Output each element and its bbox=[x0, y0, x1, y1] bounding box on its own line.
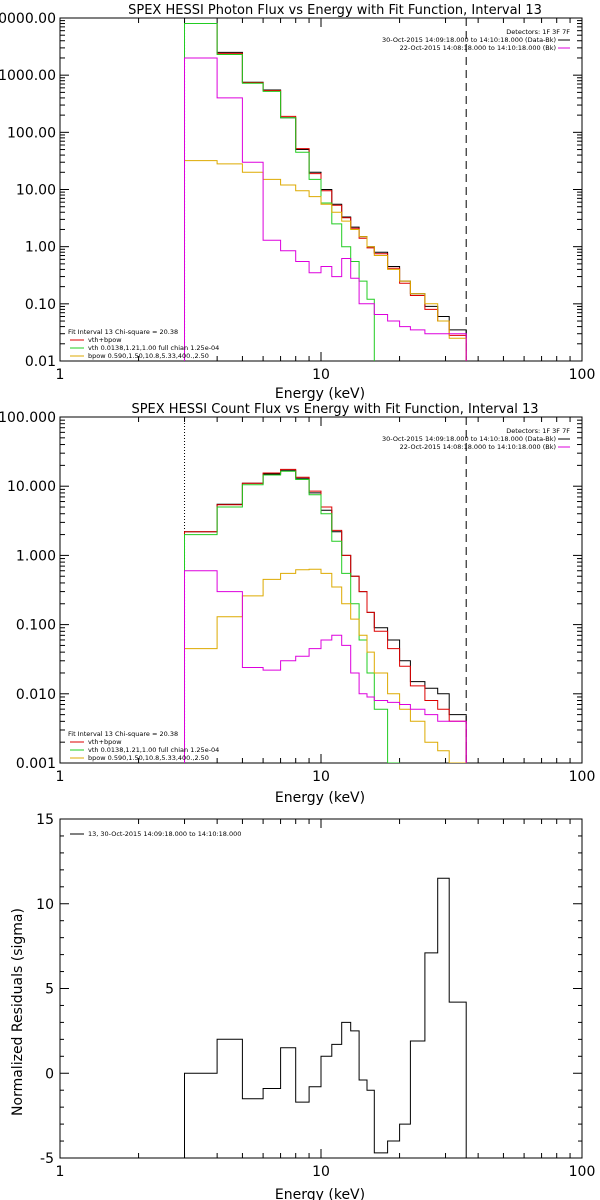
x-tick-label: 10 bbox=[312, 769, 330, 785]
residuals-panel: Energy (keV) Normalized Residuals (sigma… bbox=[10, 812, 595, 1200]
photon-x-axis-label: Energy (keV) bbox=[275, 386, 365, 402]
count-legend-vth: vth 0.0138,1.21,1.00 full chian 1.25e-04 bbox=[88, 746, 219, 754]
y-tick-label: 100.00 bbox=[7, 125, 56, 141]
count-x-axis-label: Energy (keV) bbox=[275, 790, 365, 806]
count-legend-fit-interval: Fit Interval 13 Chi-square = 20.38 bbox=[68, 730, 178, 738]
y-tick-label: 0.100 bbox=[16, 618, 56, 634]
x-tick-label: 10 bbox=[312, 367, 330, 383]
series-bk bbox=[184, 570, 467, 763]
photon-legend-top-right: Detectors: 1F 3F 7F 30-Oct-2015 14:09:18… bbox=[382, 28, 570, 52]
series-data-bk bbox=[184, 469, 467, 763]
photon-legend-bk-interval: 22-Oct-2015 14:08:18.000 to 14:10:18.000… bbox=[400, 44, 556, 52]
photon-plot-marks: 1 10 100 0.01 0.10 1.00 10.00 100.00 1000.00 1000… bbox=[0, 11, 596, 383]
y-tick-label: 10000.00 bbox=[0, 11, 56, 27]
count-legend-bk-interval: 22-Oct-2015 14:08:18.000 to 14:10:18.000… bbox=[400, 443, 556, 451]
count-legend-bottom-left: Fit Interval 13 Chi-square = 20.38 vth+b… bbox=[68, 730, 219, 762]
photon-legend-data-interval: 30-Oct-2015 14:09:18.000 to 14:10:18.000… bbox=[382, 36, 556, 44]
count-flux-panel: SPEX HESSI Count Flux vs Energy with Fit… bbox=[0, 402, 595, 806]
residuals-y-axis-label: Normalized Residuals (sigma) bbox=[10, 908, 26, 1116]
x-tick-label: 1 bbox=[56, 1164, 65, 1180]
count-legend-detectors: Detectors: 1F 3F 7F bbox=[506, 427, 570, 435]
photon-legend-vth-bpow: vth+bpow bbox=[88, 336, 122, 344]
y-tick-label: 10 bbox=[36, 897, 54, 913]
plot-frame bbox=[59, 818, 583, 1159]
photon-legend-bottom-left: Fit Interval 13 Chi-square = 20.38 vth+b… bbox=[68, 328, 219, 360]
count-legend-top-right: Detectors: 1F 3F 7F 30-Oct-2015 14:09:18… bbox=[382, 427, 570, 451]
count-panel-title: SPEX HESSI Count Flux vs Energy with Fit… bbox=[131, 402, 538, 417]
residuals-legend-interval: 13, 30-Oct-2015 14:09:18.000 to 14:10:18… bbox=[88, 830, 241, 838]
series-vth bbox=[184, 23, 375, 361]
y-tick-label: 5 bbox=[45, 982, 54, 998]
y-tick-label: 0 bbox=[45, 1066, 54, 1082]
y-tick-label: 15 bbox=[36, 812, 54, 828]
x-tick-label: 100 bbox=[569, 1164, 596, 1180]
series-vth-bpow bbox=[184, 23, 467, 361]
y-tick-label: 0.001 bbox=[16, 756, 56, 772]
x-tick-label: 100 bbox=[569, 769, 596, 785]
series-bpow bbox=[184, 568, 467, 763]
residuals-plot-marks: 1 10 100 -5 0 5 10 15 bbox=[36, 812, 595, 1180]
series-residuals bbox=[184, 877, 467, 1158]
x-tick-label: 1 bbox=[56, 769, 65, 785]
photon-legend-detectors: Detectors: 1F 3F 7F bbox=[506, 28, 570, 36]
series-bk bbox=[184, 57, 467, 361]
residuals-x-axis-label: Energy (keV) bbox=[275, 1187, 365, 1200]
y-tick-label: 1.000 bbox=[16, 548, 56, 564]
x-tick-label: 1 bbox=[56, 367, 65, 383]
y-tick-label: 10.000 bbox=[7, 479, 56, 495]
x-tick-label: 10 bbox=[312, 1164, 330, 1180]
photon-flux-panel: SPEX HESSI Photon Flux vs Energy with Fi… bbox=[0, 3, 595, 402]
y-tick-label: -5 bbox=[40, 1151, 54, 1167]
x-tick-label: 100 bbox=[569, 367, 596, 383]
y-tick-label: 0.10 bbox=[25, 297, 56, 313]
count-legend-vth-bpow: vth+bpow bbox=[88, 738, 122, 746]
photon-panel-title: SPEX HESSI Photon Flux vs Energy with Fi… bbox=[128, 3, 542, 18]
y-tick-label: 0.010 bbox=[16, 687, 56, 703]
y-tick-label: 10.00 bbox=[16, 183, 56, 199]
series-vth bbox=[184, 470, 401, 763]
photon-legend-bpow: bpow 0.590,1.50,10.8,5.33,400.,2.50 bbox=[88, 352, 209, 360]
y-tick-label: 1.00 bbox=[25, 240, 56, 256]
residuals-legend: 13, 30-Oct-2015 14:09:18.000 to 14:10:18… bbox=[88, 830, 241, 838]
photon-legend-fit-interval: Fit Interval 13 Chi-square = 20.38 bbox=[68, 328, 178, 336]
plot-frame bbox=[59, 416, 583, 764]
series-data-bk bbox=[184, 23, 467, 361]
y-tick-label: 1000.00 bbox=[0, 68, 56, 84]
photon-legend-vth: vth 0.0138,1.21,1.00 full chian 1.25e-04 bbox=[88, 344, 219, 352]
series-bpow bbox=[184, 160, 467, 361]
count-legend-bpow: bpow 0.590,1.50,10.8,5.33,400.,2.50 bbox=[88, 754, 209, 762]
count-legend-data-interval: 30-Oct-2015 14:09:18.000 to 14:10:18.000… bbox=[382, 435, 556, 443]
y-tick-label: 0.01 bbox=[25, 354, 56, 370]
y-tick-label: 100.000 bbox=[0, 410, 56, 426]
count-plot-marks: 1 10 100 0.001 0.010 0.100 1.000 10.000 100.000 bbox=[0, 410, 595, 785]
